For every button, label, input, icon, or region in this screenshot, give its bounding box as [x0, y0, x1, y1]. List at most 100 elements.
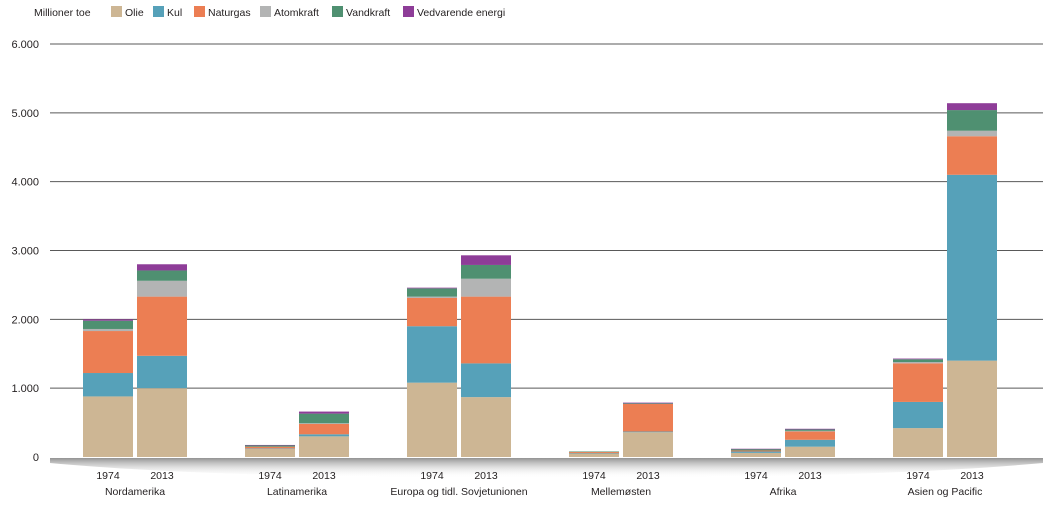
axis-shadow: [50, 458, 1043, 478]
legend-swatch: [403, 6, 414, 17]
x-year-label: 1974: [744, 470, 768, 482]
bar-segment-olie: [893, 428, 943, 457]
bar-segment-naturgas: [947, 136, 997, 175]
bar-segment-naturgas: [245, 446, 295, 449]
x-year-label: 1974: [96, 470, 120, 482]
legend-label: Atomkraft: [274, 7, 319, 19]
bar-segment-kul: [407, 326, 457, 383]
legend: Millioner toe Olie Kul Naturgas Atomkraft Va…: [34, 6, 505, 19]
bar-segment-olie: [623, 432, 673, 457]
bar-segment-naturgas: [893, 363, 943, 402]
legend-label: Kul: [167, 7, 182, 19]
y-axis-ticks: 0 1.000 2.000 3.000 4.000 5.000 6.000: [11, 39, 39, 464]
legend-label: Naturgas: [208, 7, 251, 19]
bar-segment-vandkraft: [569, 451, 619, 453]
bar-segment-vedvarende-energi: [83, 319, 133, 321]
bar-segment-vandkraft: [731, 449, 781, 451]
bar-segment-vandkraft: [461, 264, 511, 279]
bar-segment-vandkraft: [785, 429, 835, 431]
bar-segment-olie: [569, 453, 619, 457]
x-year-label: 2013: [636, 470, 660, 482]
x-year-label: 1974: [258, 470, 282, 482]
x-group-label: Asien og Pacific: [908, 486, 983, 498]
bar-segment-kul: [569, 453, 619, 454]
bar-segment-vedvarende-energi: [623, 402, 673, 404]
bar-segment-naturgas: [569, 452, 619, 454]
bar-segment-naturgas: [623, 403, 673, 432]
bar-segment-olie: [785, 446, 835, 457]
bar-segment-olie: [83, 396, 133, 457]
bar-segment-olie: [461, 397, 511, 457]
bar-segment-atomkraft: [137, 280, 187, 297]
legend-label: Vandkraft: [346, 7, 390, 19]
bar-segment-vedvarende-energi: [947, 103, 997, 111]
bar-segment-olie: [137, 388, 187, 457]
bar-segment-naturgas: [137, 296, 187, 356]
bar-segment-olie: [407, 382, 457, 457]
bar-segment-olie: [245, 448, 295, 457]
legend-swatch: [153, 6, 164, 17]
bar-segment-naturgas: [299, 423, 349, 435]
bar-segment-olie: [731, 452, 781, 457]
bar-segment-naturgas: [83, 331, 133, 374]
bar-segment-kul: [893, 401, 943, 429]
x-group-label: Europa og tidl. Sovjetunionen: [390, 486, 527, 498]
bar-segment-vandkraft: [299, 413, 349, 424]
y-tick-label: 6.000: [11, 39, 39, 51]
bar-segment-atomkraft: [785, 430, 835, 432]
legend-swatch: [194, 6, 205, 17]
x-axis-labels: 1974 2013 Nordamerika 1974 2013 Latinamerika 1…: [96, 470, 984, 498]
bar-segment-vandkraft: [407, 288, 457, 297]
bar-segment-atomkraft: [299, 423, 349, 424]
x-group-label: Afrika: [770, 486, 797, 498]
bar-segment-kul: [947, 174, 997, 361]
bar-segment-kul: [731, 451, 781, 453]
bar-segment-vedvarende-energi: [407, 287, 457, 289]
bar-segment-vedvarende-energi: [299, 411, 349, 414]
bar-segment-olie: [299, 436, 349, 457]
bar-segment-kul: [137, 355, 187, 389]
y-tick-label: 4.000: [11, 177, 39, 189]
bars: [83, 103, 997, 457]
bar-segment-atomkraft: [461, 278, 511, 297]
legend-swatch: [260, 6, 271, 17]
bar-segment-vandkraft: [623, 403, 673, 404]
x-year-label: 2013: [474, 470, 498, 482]
bar-segment-naturgas: [785, 431, 835, 440]
bar-segment-naturgas: [731, 450, 781, 452]
bar-segment-kul: [83, 373, 133, 397]
x-year-label: 1974: [420, 470, 444, 482]
bar-segment-kul: [623, 431, 673, 433]
bar-segment-olie: [947, 360, 997, 457]
bar-segment-kul: [461, 363, 511, 398]
y-tick-label: 2.000: [11, 314, 39, 326]
bar-segment-naturgas: [407, 297, 457, 327]
legend-label: Olie: [125, 7, 144, 19]
x-group-label: Mellemøsten: [591, 486, 651, 498]
bar-segment-vandkraft: [83, 320, 133, 329]
bar-segment-vedvarende-energi: [893, 358, 943, 360]
gridlines: [50, 43, 1043, 389]
bar-segment-vandkraft: [137, 270, 187, 281]
bar-segment-vedvarende-energi: [731, 448, 781, 450]
x-year-label: 2013: [150, 470, 174, 482]
bar-segment-vandkraft: [947, 110, 997, 131]
y-tick-label: 5.000: [11, 108, 39, 120]
bar-segment-vedvarende-energi: [245, 444, 295, 446]
bar-segment-kul: [299, 434, 349, 437]
legend-swatch: [111, 6, 122, 17]
y-tick-label: 1.000: [11, 383, 39, 395]
bar-segment-atomkraft: [893, 362, 943, 364]
y-tick-label: 3.000: [11, 246, 39, 258]
x-group-label: Latinamerika: [267, 486, 327, 498]
bar-segment-atomkraft: [83, 328, 133, 332]
bar-segment-vandkraft: [893, 359, 943, 363]
x-year-label: 1974: [906, 470, 930, 482]
bar-segment-vedvarende-energi: [461, 255, 511, 265]
y-tick-label: 0: [33, 452, 39, 464]
unit-label: Millioner toe: [34, 7, 91, 19]
x-year-label: 2013: [312, 470, 336, 482]
legend-swatch: [332, 6, 343, 17]
bar-segment-atomkraft: [407, 296, 457, 298]
